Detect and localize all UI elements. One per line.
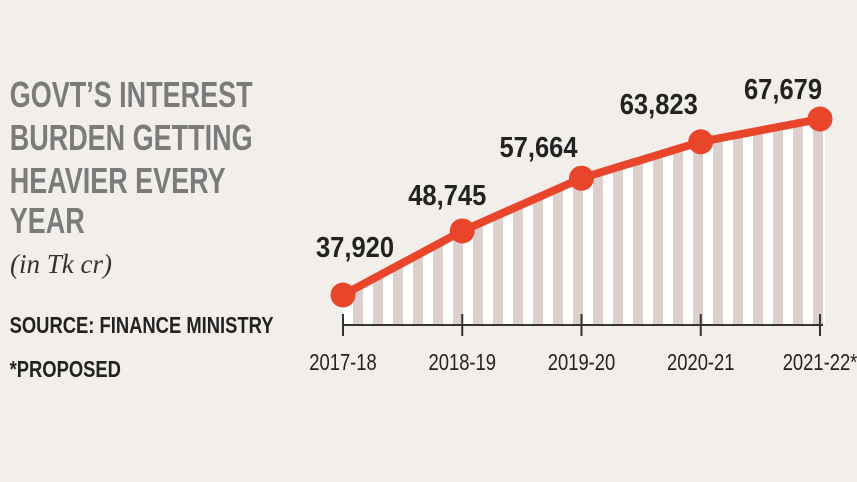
marker xyxy=(688,129,714,155)
value-label-group: 57,664 xyxy=(499,131,578,164)
value-label-group: 63,823 xyxy=(620,87,698,120)
title-line: HEAVIER EVERY xyxy=(10,160,226,201)
title-line: YEAR xyxy=(10,200,85,241)
title-line: BURDEN GETTING xyxy=(10,117,253,158)
value-label: 48,745 xyxy=(408,178,486,211)
marker xyxy=(807,106,833,132)
x-label-group: 2017-18 xyxy=(309,350,376,375)
value-label: 67,679 xyxy=(744,72,822,105)
value-label-group: 67,679 xyxy=(744,72,822,105)
x-label-group: 2021-22* xyxy=(783,350,857,375)
x-label-group: 2018-19 xyxy=(429,350,496,375)
marker xyxy=(330,282,356,308)
source: SOURCE: FINANCE MINISTRY xyxy=(10,313,274,338)
marker xyxy=(569,165,594,191)
marker xyxy=(449,218,475,244)
x-tick-label: 2021-22* xyxy=(783,350,857,375)
x-tick-label: 2017-18 xyxy=(309,350,376,375)
area xyxy=(343,119,825,325)
title-line: GOVT’S INTEREST xyxy=(10,74,253,115)
x-tick-label: 2020-21 xyxy=(667,350,734,375)
x-tick-label: 2018-19 xyxy=(429,350,496,375)
value-label: 37,920 xyxy=(316,230,394,263)
x-label-group: 2019-20 xyxy=(548,350,615,375)
value-label-group: 37,920 xyxy=(316,230,394,263)
subtitle: (in Tk cr) xyxy=(10,249,112,279)
value-label-group: 48,745 xyxy=(408,178,486,211)
note: *PROPOSED xyxy=(10,357,121,382)
x-label-group: 2020-21 xyxy=(667,350,734,375)
x-tick-label: 2019-20 xyxy=(548,350,615,375)
value-label: 57,664 xyxy=(499,131,578,164)
value-label: 63,823 xyxy=(620,87,698,120)
